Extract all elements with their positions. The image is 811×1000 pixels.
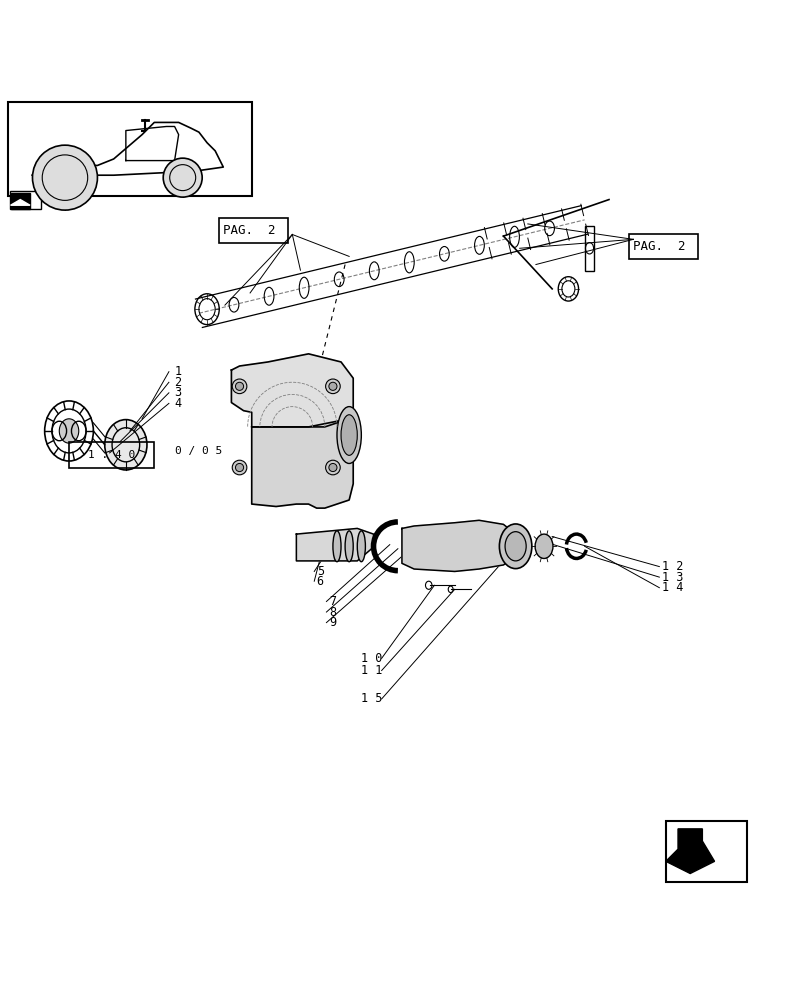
Bar	[8, 102, 251, 196]
Text: 1 4: 1 4	[661, 581, 682, 594]
Bar	[665, 821, 746, 882]
Ellipse shape	[232, 460, 247, 475]
Bar	[584, 226, 594, 271]
Bar	[10, 191, 41, 209]
Bar	[629, 234, 697, 259]
Polygon shape	[11, 193, 30, 209]
Text: 0 / 0 5: 0 / 0 5	[174, 446, 221, 456]
Ellipse shape	[499, 524, 531, 569]
Ellipse shape	[328, 463, 337, 472]
Text: 1 0: 1 0	[361, 652, 382, 665]
Text: 4: 4	[174, 397, 182, 410]
Polygon shape	[296, 528, 373, 561]
Ellipse shape	[333, 531, 341, 562]
Ellipse shape	[325, 460, 340, 475]
Polygon shape	[665, 829, 714, 874]
Text: 3: 3	[174, 386, 182, 399]
Ellipse shape	[235, 463, 243, 472]
Ellipse shape	[59, 419, 79, 443]
Polygon shape	[231, 354, 353, 427]
Ellipse shape	[534, 534, 552, 558]
Text: 9: 9	[328, 616, 336, 629]
Polygon shape	[251, 411, 353, 508]
Text: 1 2: 1 2	[661, 560, 682, 573]
Text: 1: 1	[174, 365, 182, 378]
Text: PAG.  2: PAG. 2	[223, 224, 276, 237]
Polygon shape	[401, 520, 515, 571]
Text: 1 . 4 0: 1 . 4 0	[88, 450, 135, 460]
Ellipse shape	[345, 531, 353, 562]
Circle shape	[32, 145, 97, 210]
Text: 6: 6	[316, 575, 324, 588]
Polygon shape	[11, 200, 30, 205]
Ellipse shape	[341, 415, 357, 455]
Text: 8: 8	[328, 606, 336, 619]
Text: 1 1: 1 1	[361, 664, 382, 677]
Circle shape	[163, 158, 202, 197]
Ellipse shape	[232, 379, 247, 394]
Text: 5: 5	[316, 565, 324, 578]
Text: PAG.  2: PAG. 2	[633, 240, 685, 253]
Ellipse shape	[328, 382, 337, 390]
Bar	[69, 442, 154, 468]
Ellipse shape	[504, 532, 526, 561]
Text: 1 5: 1 5	[361, 692, 382, 705]
Text: 2: 2	[174, 376, 182, 389]
Text: 7: 7	[328, 595, 336, 608]
Ellipse shape	[337, 407, 361, 463]
Ellipse shape	[325, 379, 340, 394]
Ellipse shape	[235, 382, 243, 390]
Bar	[219, 218, 288, 243]
Text: 1 3: 1 3	[661, 571, 682, 584]
Ellipse shape	[105, 420, 147, 470]
Ellipse shape	[357, 531, 365, 562]
